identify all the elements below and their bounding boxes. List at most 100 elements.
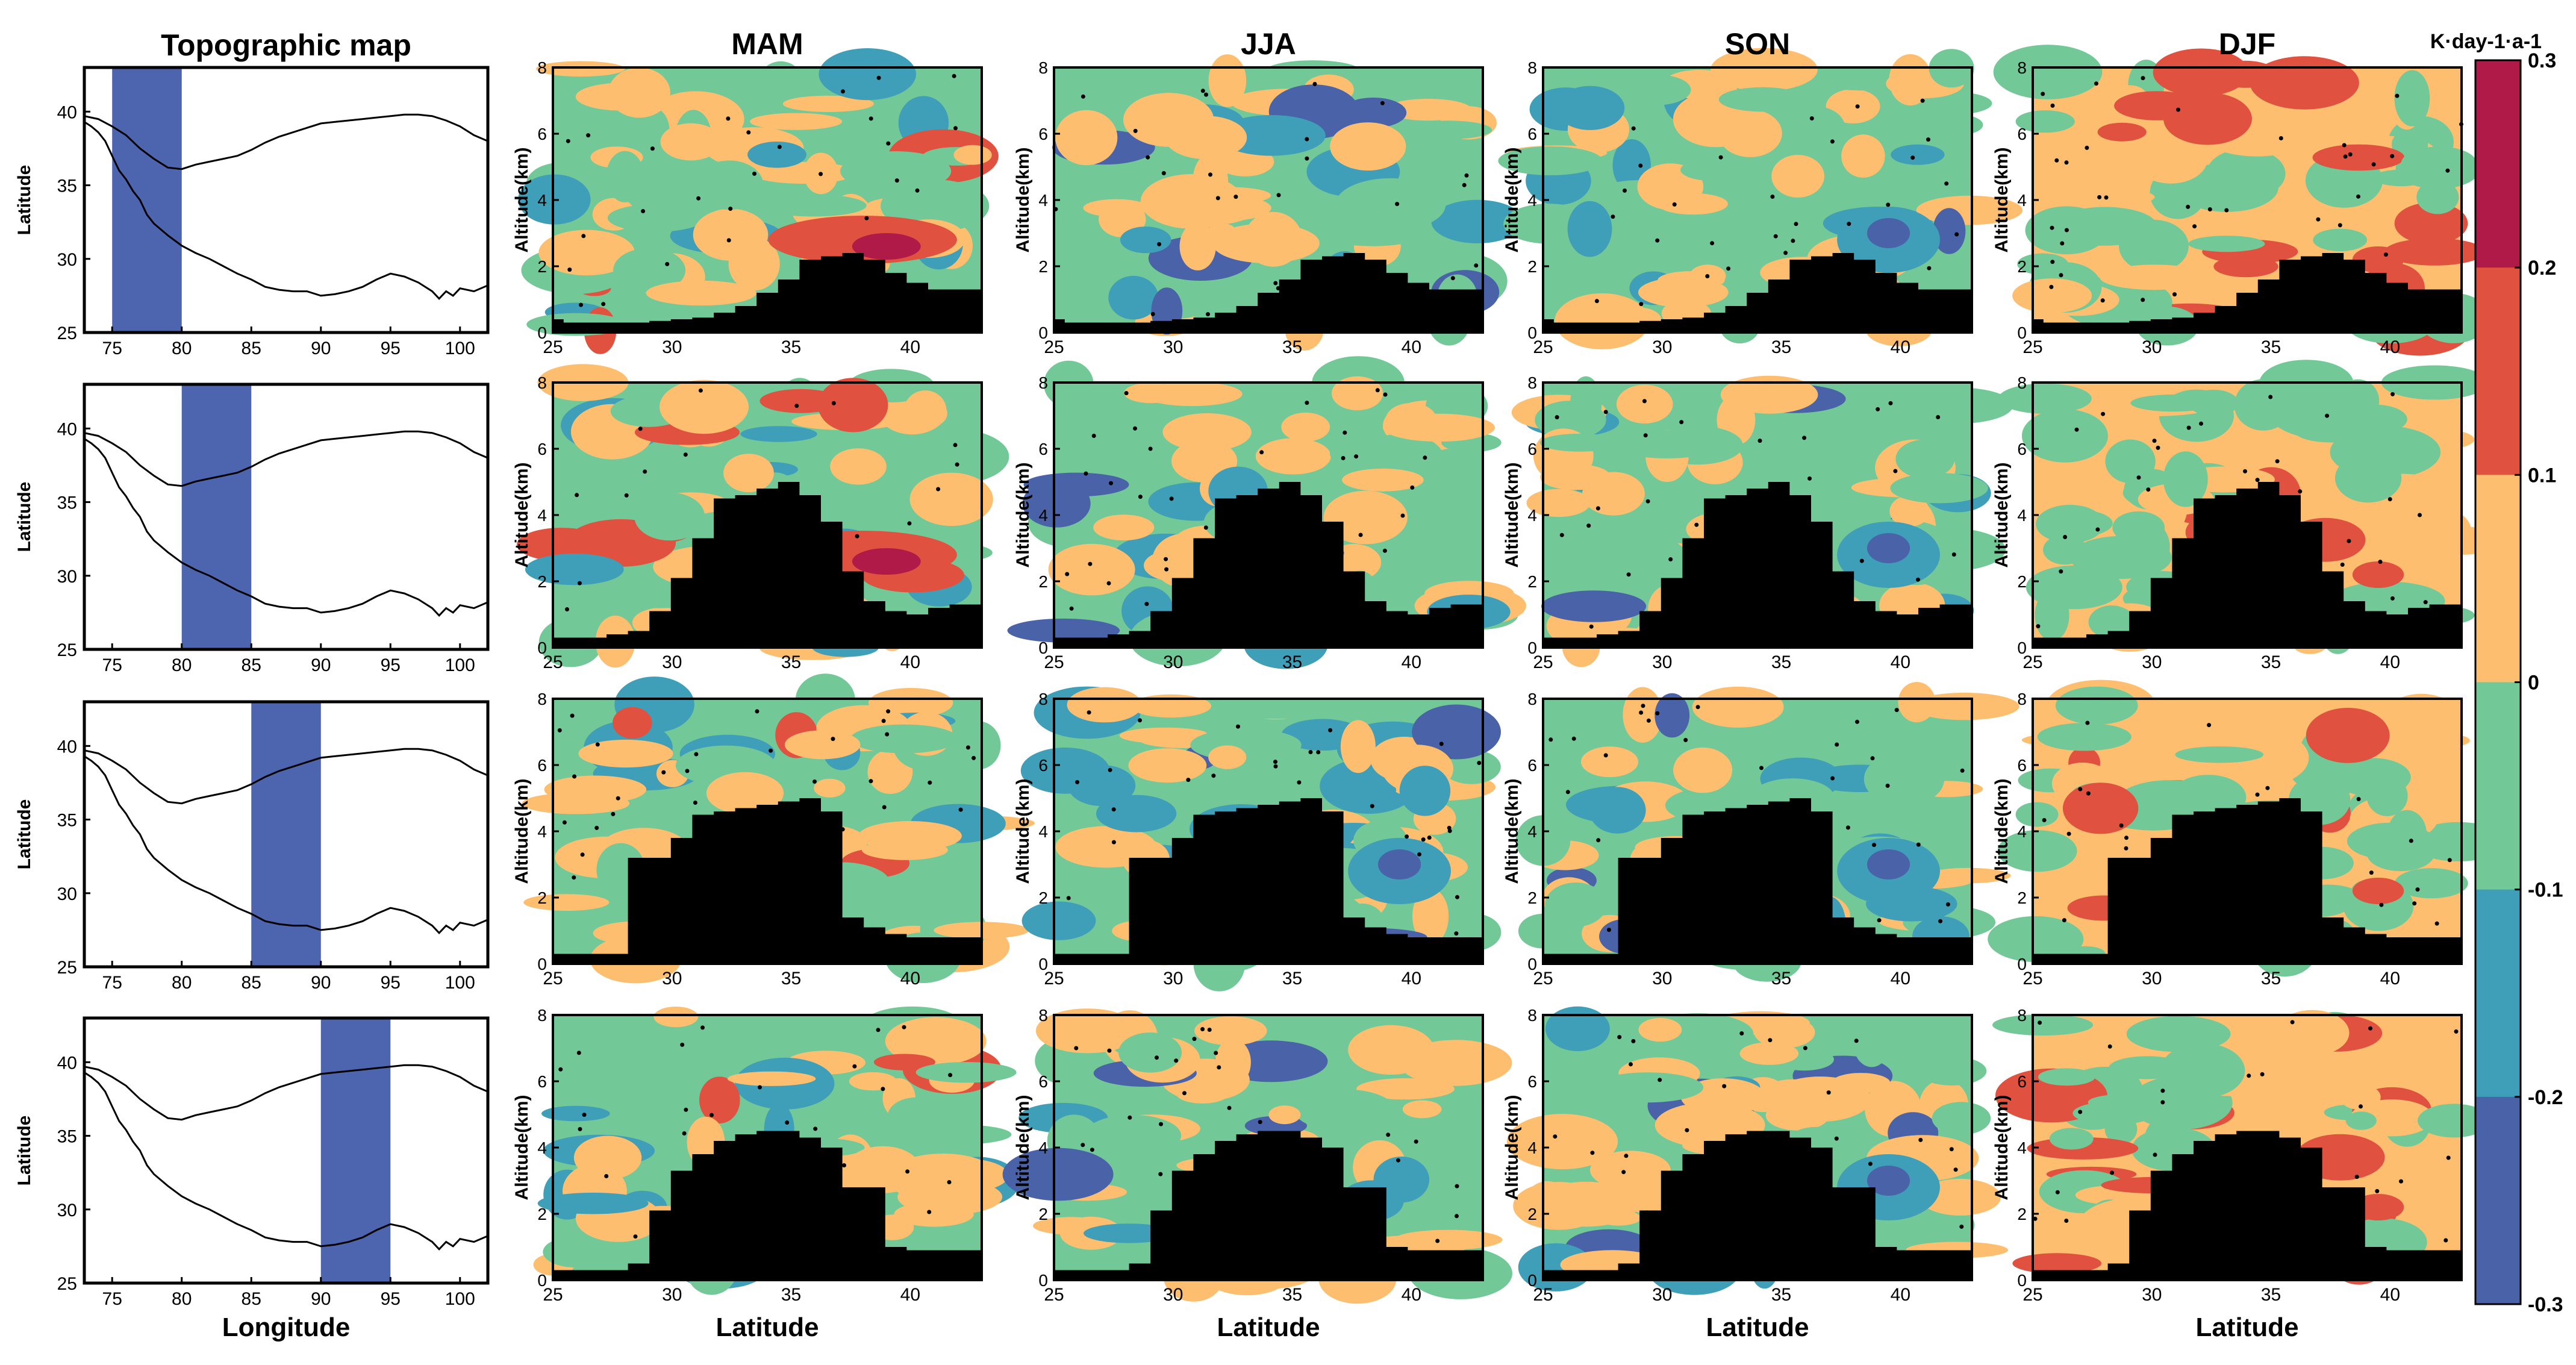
contour-region [862, 840, 948, 860]
cross-section-panel-r1-DJF: 25 30 35 40 0 2 4 6 8 Altitude(km) DJF [1992, 27, 2490, 357]
significance-dot [777, 145, 782, 149]
panel-xtick-label: 35 [2261, 969, 2281, 989]
contour-region [2037, 723, 2132, 751]
panel-xtick-label: 30 [1652, 337, 1672, 357]
significance-dot [2207, 207, 2212, 211]
contour-region [1108, 275, 1159, 320]
contour-region [885, 1017, 987, 1066]
cross-section-panel-r3-JJA: 25 30 35 40 0 2 4 6 8 Altitude(km) [1013, 686, 1502, 992]
contour-region [1340, 720, 1376, 773]
significance-dot [1944, 181, 1949, 186]
significance-dot [1705, 274, 1710, 278]
significance-dot [1091, 434, 1096, 438]
contour-region [653, 1007, 699, 1028]
contour-region [608, 67, 670, 118]
map-xtick-label: 95 [381, 1289, 401, 1309]
panel-xtick-label: 30 [2142, 1285, 2162, 1305]
significance-dot [2119, 823, 2124, 828]
contour-region [1268, 1105, 1301, 1125]
significance-dot [2050, 260, 2055, 264]
significance-dot [2371, 162, 2376, 167]
significance-dot [1111, 840, 1116, 845]
significance-dot [1916, 577, 1920, 582]
contour-region [632, 107, 670, 152]
significance-dot [1200, 1027, 1205, 1031]
panel-xtick-label: 25 [2022, 652, 2042, 672]
panel-ytick-label: 6 [1038, 1072, 1048, 1091]
significance-dot [1926, 137, 1930, 142]
plateau-north-boundary [84, 430, 488, 487]
map-ylabel: Latitude [14, 799, 34, 870]
significance-dot [2375, 1189, 2380, 1193]
significance-dot [2042, 818, 2047, 822]
significance-dot [2060, 241, 2065, 246]
panel-ytick-label: 4 [537, 506, 547, 525]
topo-map-panel-4: 75 80 85 90 95 100 25 30 35 40 Latitude [14, 1016, 490, 1309]
significance-dot [1354, 454, 1359, 459]
panel-xtick-label: 30 [2142, 652, 2162, 672]
significance-dot [2347, 539, 2351, 543]
significance-dot [2247, 1073, 2251, 1078]
significance-dot [624, 493, 629, 498]
contour-region [2134, 133, 2208, 184]
significance-dot [1305, 156, 1309, 161]
panel-xtick-label: 35 [1771, 1285, 1791, 1305]
contour-region [1917, 1056, 1987, 1085]
panel-ytick-label: 6 [1038, 125, 1048, 143]
panel-xtick-label: 40 [900, 969, 920, 989]
significance-dot [601, 302, 606, 307]
panel-xtick-label: 40 [1891, 1285, 1910, 1305]
significance-dot [2038, 1020, 2042, 1025]
colorbar-segment [2475, 60, 2521, 268]
panel-ylabel: Altitude(km) [512, 148, 532, 253]
map-ytick-label: 40 [57, 102, 77, 122]
contour-region [1225, 701, 1321, 719]
contour-region [1130, 694, 1212, 718]
colorbar-segment [2475, 475, 2521, 682]
contour-region [1841, 134, 1885, 178]
significance-dot [1439, 742, 1444, 746]
contour-region [1002, 1148, 1114, 1201]
significance-dot [1960, 768, 1965, 773]
contour-region [758, 61, 803, 104]
significance-dot [683, 452, 688, 457]
contour-region [1412, 888, 1449, 945]
contour-region [1048, 543, 1135, 596]
map-frame [83, 700, 490, 969]
significance-dot [2036, 624, 2041, 629]
contour-region [1993, 45, 2103, 99]
map-title: Topographic map [161, 28, 411, 62]
contour-region [2384, 693, 2458, 738]
significance-dot [2434, 921, 2439, 926]
significance-dot [2059, 273, 2063, 278]
significance-dot [882, 805, 887, 810]
significance-dot [1065, 572, 1070, 576]
contour-region [1382, 413, 1495, 442]
panel-ytick-label: 0 [1038, 639, 1048, 657]
panel-xtick-label: 30 [1163, 969, 1183, 989]
panel-ylabel: Altitude(km) [1992, 1095, 2012, 1201]
significance-dot [1870, 756, 1875, 761]
significance-dot [1069, 606, 1074, 611]
contour-region [1580, 746, 1639, 778]
contour-region [699, 1076, 740, 1123]
contour-region [2294, 419, 2369, 443]
significance-dot [1138, 495, 1143, 499]
significance-dot [1826, 1090, 1831, 1095]
panel-ytick-label: 0 [2017, 639, 2027, 657]
significance-dot [785, 1120, 790, 1125]
significance-dot [566, 139, 570, 143]
significance-dot [841, 89, 845, 94]
significance-dot [2064, 228, 2069, 233]
significance-dot [696, 196, 701, 201]
significance-dot [1589, 624, 1594, 629]
panel-ylabel: Altitude(km) [1502, 463, 1522, 568]
significance-dot [1655, 238, 1660, 243]
contour-region [1638, 1017, 1682, 1042]
significance-dot [1571, 736, 1576, 741]
significance-dot [2074, 427, 2079, 432]
significance-dot [1164, 567, 1169, 572]
contour-region [525, 554, 624, 586]
contour-region [2395, 868, 2468, 899]
significance-dot [958, 807, 963, 812]
